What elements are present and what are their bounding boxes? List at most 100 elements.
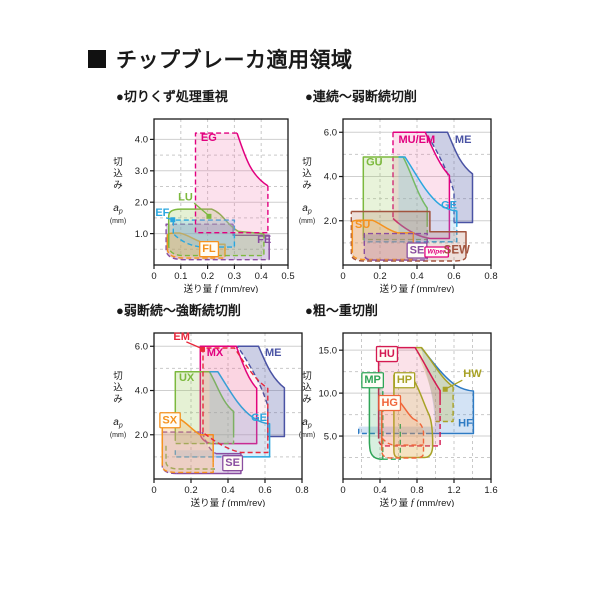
- region-label-LU: LU: [178, 192, 193, 204]
- chart-subtitle: ●連続～弱断続切削: [305, 89, 417, 104]
- leader-marker: [199, 346, 205, 352]
- svg-text:ap: ap: [302, 203, 312, 216]
- y-axis-title: 切込み ap (mm): [110, 157, 126, 225]
- svg-text:2.0: 2.0: [135, 197, 148, 208]
- svg-text:UX: UX: [179, 372, 195, 384]
- svg-text:0.2: 0.2: [201, 271, 214, 282]
- chart-svg-rough-heavy-cutting: 0 0.4 0.8 1.2 1.6 5.0 10.0 15.0 HU MP HP HG HW HF 送り量 …: [299, 332, 498, 509]
- region-label-HU: HU: [375, 345, 399, 363]
- leader-line: [186, 341, 202, 350]
- gridlines: [154, 119, 288, 265]
- region-label-FL: FL: [199, 240, 220, 258]
- region-label-SE: SE: [406, 242, 428, 259]
- svg-text:6.0: 6.0: [135, 341, 148, 352]
- x-axis-title: 送り量 f (mm/rev): [380, 283, 455, 293]
- svg-text:み: み: [113, 394, 123, 405]
- svg-text:4.0: 4.0: [324, 172, 337, 183]
- chart-svg-light-heavy-interrupted: 0 0.2 0.4 0.6 0.8 2.0 4.0 6.0 EM MX ME UX SX GE SE 送り量 …: [110, 331, 309, 509]
- svg-text:0.8: 0.8: [410, 485, 423, 496]
- svg-text:6.0: 6.0: [324, 127, 337, 138]
- svg-text:0.8: 0.8: [484, 271, 497, 282]
- svg-text:0.6: 0.6: [447, 271, 460, 282]
- leader-line: [446, 379, 463, 389]
- region-label-UX: UX: [179, 372, 195, 384]
- svg-text:HG: HG: [381, 397, 398, 409]
- region-label-ME: ME: [265, 347, 282, 359]
- svg-text:10.0: 10.0: [319, 388, 338, 399]
- leader-marker: [170, 217, 176, 223]
- axis-ticks: 0 0.2 0.4 0.6 0.8 2.0 4.0 6.0: [135, 341, 309, 496]
- svg-text:0.4: 0.4: [221, 485, 234, 496]
- chart-svg-chip-control-priority: 0 0.1 0.2 0.3 0.4 0.5 1.0 2.0 3.0 4.0 EG LU EF FL FE 送り…: [110, 118, 295, 295]
- svg-text:ap: ap: [302, 417, 312, 430]
- chart-canvas: 0 0.2 0.4 0.6 0.8 2.0 4.0 6.0 GU MU/EM ME GE SU SE Wip…: [291, 107, 507, 298]
- region-ME: [236, 345, 286, 438]
- y-axis-title: 切込み ap (mm): [299, 157, 315, 225]
- svg-text:2.0: 2.0: [324, 216, 337, 227]
- chart-subtitle: ●切りくず処理重視: [116, 89, 228, 104]
- axis-ticks: 0 0.1 0.2 0.3 0.4 0.5 1.0 2.0 3.0 4.0: [135, 135, 295, 282]
- region-label-SX: SX: [159, 412, 181, 429]
- svg-text:0.4: 0.4: [373, 485, 386, 496]
- chart-rough-heavy-cutting: ●粗～重切削 0 0.4 0.8 1.2 1.6 5.0 10.0 15.0 HU MP HP HG H…: [291, 300, 507, 512]
- svg-text:0.1: 0.1: [174, 271, 187, 282]
- svg-text:込: 込: [302, 383, 312, 394]
- svg-text:0.3: 0.3: [228, 271, 241, 282]
- svg-text:HU: HU: [379, 348, 395, 360]
- svg-text:み: み: [302, 180, 312, 191]
- svg-text:0.4: 0.4: [410, 271, 423, 282]
- svg-text:1.0: 1.0: [135, 229, 148, 240]
- svg-text:EF: EF: [155, 207, 169, 219]
- chart-light-heavy-interrupted: ●弱断続～強断続切削 0 0.2 0.4 0.6 0.8 2.0 4.0 6.0 EM MX ME U…: [102, 300, 318, 512]
- svg-text:切: 切: [302, 371, 312, 382]
- region-label-Wiper: Wiper: [424, 246, 450, 258]
- region-HW: [415, 346, 454, 423]
- svg-text:FE: FE: [257, 234, 271, 246]
- svg-text:HW: HW: [463, 368, 482, 380]
- x-axis-title: 送り量 f (mm/rev): [380, 497, 455, 507]
- leader-marker: [442, 386, 448, 392]
- svg-text:MP: MP: [364, 374, 381, 386]
- svg-text:FL: FL: [202, 243, 216, 255]
- region-label-SEW: SEW: [444, 244, 470, 256]
- svg-text:0: 0: [151, 271, 156, 282]
- plot-frame: [153, 118, 289, 266]
- svg-text:0: 0: [340, 485, 345, 496]
- x-axis-title: 送り量 f (mm/rev): [184, 283, 259, 293]
- svg-text:SU: SU: [355, 219, 370, 231]
- svg-text:切: 切: [113, 371, 123, 382]
- region-label-SU: SU: [355, 219, 370, 231]
- region-EF: [172, 219, 236, 248]
- region-ME: [424, 131, 474, 224]
- title-square-icon: [88, 50, 106, 68]
- svg-text:(mm): (mm): [110, 218, 126, 225]
- region-label-ME: ME: [455, 134, 472, 146]
- svg-text:3.0: 3.0: [135, 166, 148, 177]
- region-label-FE: FE: [257, 234, 271, 246]
- svg-text:み: み: [113, 180, 123, 191]
- svg-text:0.8: 0.8: [295, 485, 308, 496]
- svg-text:0.5: 0.5: [281, 271, 294, 282]
- svg-text:ap: ap: [113, 203, 123, 216]
- chart-canvas: 0 0.4 0.8 1.2 1.6 5.0 10.0 15.0 HU MP HP HG HW HF 送り量 …: [291, 321, 507, 512]
- svg-text:MU/EM: MU/EM: [399, 134, 436, 146]
- region-EM: [202, 347, 269, 454]
- svg-text:EG: EG: [201, 132, 217, 144]
- chart-svg-continuous-light-interrupted: 0 0.2 0.4 0.6 0.8 2.0 4.0 6.0 GU MU/EM ME GE SU SE Wip…: [299, 118, 498, 295]
- chart-subtitle: ●弱断続～強断続切削: [116, 303, 241, 318]
- region-label-GU: GU: [366, 156, 383, 168]
- page-title: チップブレーカ適用領域: [88, 44, 353, 74]
- svg-text:4.0: 4.0: [135, 386, 148, 397]
- svg-text:Wiper: Wiper: [427, 248, 445, 255]
- region-label-MX: MX: [207, 347, 224, 359]
- svg-text:込: 込: [113, 383, 123, 394]
- region-label-HF: HF: [458, 418, 473, 430]
- svg-text:MX: MX: [207, 347, 224, 359]
- region-label-EM: EM: [173, 331, 190, 343]
- axis-ticks: 0 0.4 0.8 1.2 1.6 5.0 10.0 15.0: [319, 345, 498, 496]
- axis-ticks: 0 0.2 0.4 0.6 0.8 2.0 4.0 6.0: [324, 127, 498, 282]
- svg-text:1.2: 1.2: [447, 485, 460, 496]
- chart-continuous-light-interrupted: ●連続～弱断続切削 0 0.2 0.4 0.6 0.8 2.0 4.0 6.0 GU MU/EM M…: [291, 86, 507, 298]
- title-text: チップブレーカ適用領域: [116, 49, 353, 72]
